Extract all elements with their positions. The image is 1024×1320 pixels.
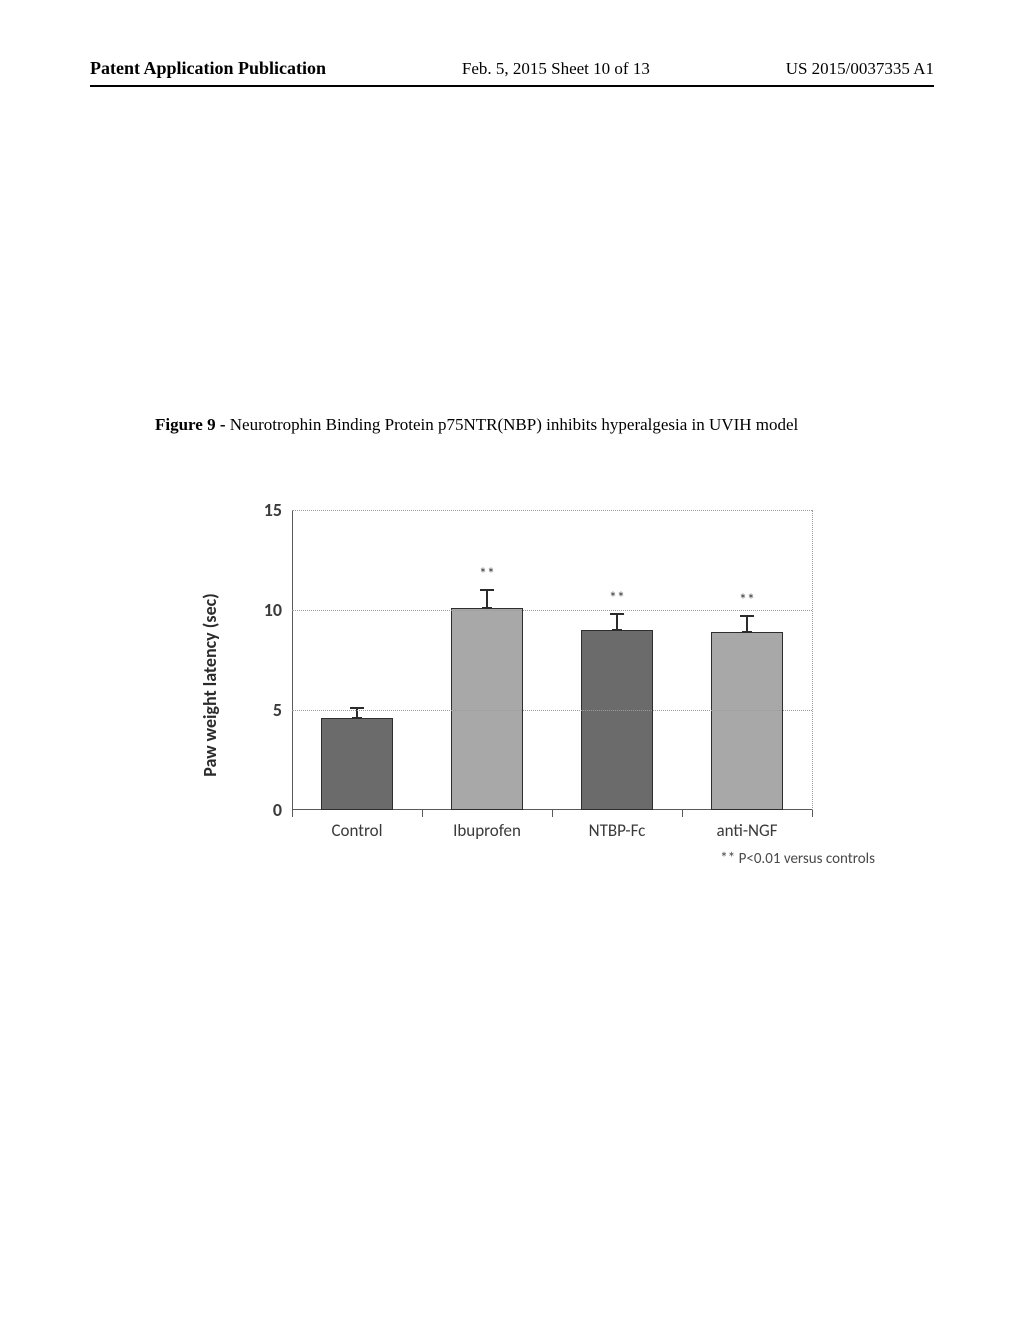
error-cap [480, 589, 494, 591]
error-bar [746, 616, 748, 632]
error-bar [486, 590, 488, 608]
bar [321, 718, 393, 810]
gridline [292, 710, 812, 711]
plot-area: ****** 051015ControlIbuprofenNTBP-Fcanti… [292, 510, 812, 810]
figure-caption-text: Neurotrophin Binding Protein p75NTR(NBP)… [230, 415, 799, 434]
header-center: Feb. 5, 2015 Sheet 10 of 13 [462, 59, 650, 79]
gridline [292, 610, 812, 611]
error-cap [612, 629, 622, 631]
x-tick [422, 810, 423, 817]
gridline [292, 510, 812, 511]
bar [711, 632, 783, 810]
significance-marker: ** [609, 589, 625, 608]
error-cap [352, 717, 362, 719]
figure-caption-label: Figure 9 - [155, 415, 230, 434]
page-header: Patent Application Publication Feb. 5, 2… [0, 58, 1024, 87]
bar [581, 630, 653, 810]
x-tick [292, 810, 293, 817]
y-tick-label: 15 [242, 499, 282, 521]
y-tick-label: 5 [242, 699, 282, 721]
category-label: Control [331, 820, 382, 841]
significance-marker: ** [479, 565, 495, 584]
y-tick-label: 0 [242, 799, 282, 821]
category-label: NTBP-Fc [589, 820, 646, 841]
bar-chart: Paw weight latency (sec) ****** 051015Co… [220, 500, 840, 870]
y-axis-label: Paw weight latency (sec) [199, 593, 221, 777]
error-cap [610, 613, 624, 615]
error-cap [740, 615, 754, 617]
error-cap [482, 607, 492, 609]
bar [451, 608, 523, 810]
x-tick [682, 810, 683, 817]
error-cap [350, 707, 364, 709]
error-cap [742, 631, 752, 633]
category-label: Ibuprofen [453, 820, 521, 841]
header-rule [90, 85, 934, 87]
significance-footnote: ** P<0.01 versus controls [720, 850, 875, 868]
figure-caption: Figure 9 - Neurotrophin Binding Protein … [155, 415, 904, 435]
error-bar [616, 614, 618, 630]
significance-marker: ** [739, 591, 755, 610]
bar-fill [711, 632, 783, 810]
header-left: Patent Application Publication [90, 58, 326, 79]
y-tick-label: 10 [242, 599, 282, 621]
gridline [812, 510, 813, 810]
header-right: US 2015/0037335 A1 [786, 59, 934, 79]
bar-fill [581, 630, 653, 810]
bars-layer: ** ** ** [292, 510, 812, 810]
bar-fill [321, 718, 393, 810]
category-label: anti-NGF [716, 820, 777, 841]
x-tick [552, 810, 553, 817]
x-tick [812, 810, 813, 817]
bar-fill [451, 608, 523, 810]
